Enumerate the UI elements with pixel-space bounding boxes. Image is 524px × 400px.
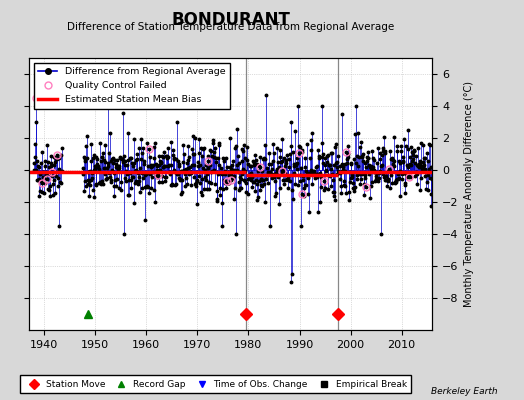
Legend: Station Move, Record Gap, Time of Obs. Change, Empirical Break: Station Move, Record Gap, Time of Obs. C… [20, 376, 411, 394]
Text: Difference of Station Temperature Data from Regional Average: Difference of Station Temperature Data f… [67, 22, 394, 32]
Text: BONDURANT: BONDURANT [171, 11, 290, 29]
Text: Berkeley Earth: Berkeley Earth [431, 387, 498, 396]
Legend: Difference from Regional Average, Quality Control Failed, Estimated Station Mean: Difference from Regional Average, Qualit… [34, 63, 230, 109]
Y-axis label: Monthly Temperature Anomaly Difference (°C): Monthly Temperature Anomaly Difference (… [464, 81, 474, 307]
